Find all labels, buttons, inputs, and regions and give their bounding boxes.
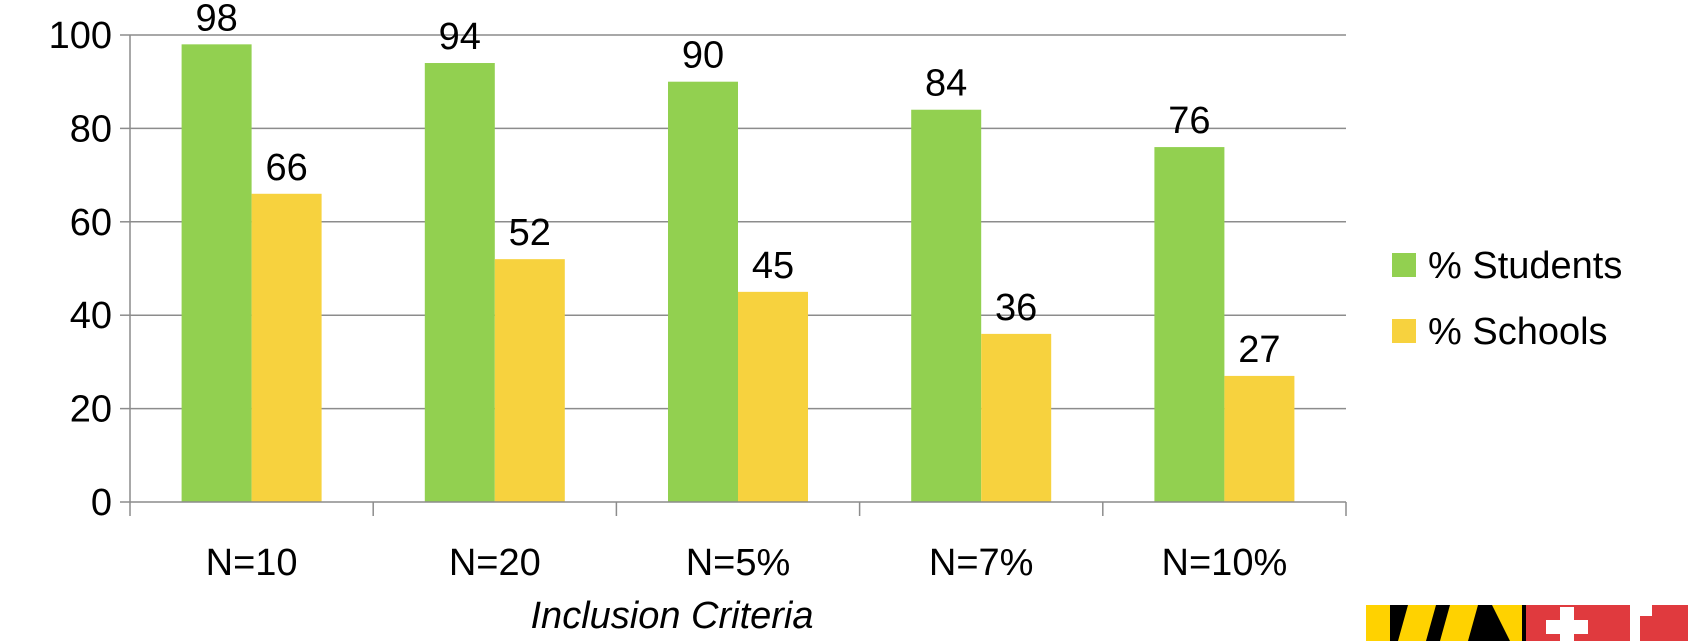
bar-schools — [494, 259, 565, 502]
data-label: 27 — [1238, 329, 1280, 371]
bar-students — [1154, 147, 1225, 502]
data-label: 98 — [195, 0, 237, 39]
bar-schools — [738, 291, 808, 502]
logo-cross-icon — [1546, 607, 1588, 641]
x-tick-label: N=5% — [686, 542, 791, 584]
bar-schools — [1224, 375, 1295, 502]
y-tick-label: 40 — [70, 295, 112, 337]
y-tick-label: 20 — [70, 389, 112, 431]
data-label: 52 — [509, 212, 551, 254]
data-label: 84 — [925, 63, 967, 105]
logo-gold-stripe-1 — [1366, 605, 1390, 641]
x-tick-label: N=10 — [206, 542, 298, 584]
bar-students — [668, 81, 738, 502]
axes — [120, 34, 1347, 516]
x-tick-label: N=20 — [449, 542, 541, 584]
x-axis-title: Inclusion Criteria — [531, 595, 814, 637]
data-labels: 98 66 94 52 90 45 84 36 76 27 — [195, 0, 1280, 371]
legend-label: % Students — [1428, 245, 1622, 287]
y-tick-label: 80 — [70, 108, 112, 150]
legend: % Students % Schools — [1392, 245, 1622, 353]
legend-swatch — [1392, 253, 1416, 277]
x-tick-label: N=7% — [929, 542, 1034, 584]
bar-schools — [981, 333, 1052, 502]
bar-schools — [251, 193, 322, 502]
data-label: 45 — [752, 245, 794, 287]
bars — [181, 44, 1295, 503]
bar-students — [424, 63, 495, 503]
data-label: 66 — [265, 147, 307, 189]
maryland-flag-logo — [1366, 605, 1688, 641]
y-tick-labels: 0 20 40 60 80 100 — [49, 15, 112, 524]
x-tick-label: N=10% — [1162, 542, 1288, 584]
data-label: 76 — [1168, 100, 1210, 142]
logo-white-shape — [1630, 605, 1652, 641]
y-tick-label: 0 — [91, 482, 112, 524]
logo-gold-stripe-2 — [1398, 605, 1436, 641]
bar-students — [911, 109, 982, 502]
x-tick-labels: N=10 N=20 N=5% N=7% N=10% — [206, 542, 1288, 584]
data-label: 90 — [682, 35, 724, 77]
legend-swatch — [1392, 319, 1416, 343]
data-label: 94 — [439, 16, 481, 58]
logo-gold-stripe-4 — [1492, 605, 1522, 641]
legend-label: % Schools — [1428, 311, 1608, 353]
logo-gold-stripe-3 — [1440, 605, 1478, 641]
bar-students — [181, 44, 252, 503]
y-tick-label: 60 — [70, 202, 112, 244]
y-tick-label: 100 — [49, 15, 112, 57]
data-label: 36 — [995, 287, 1037, 329]
